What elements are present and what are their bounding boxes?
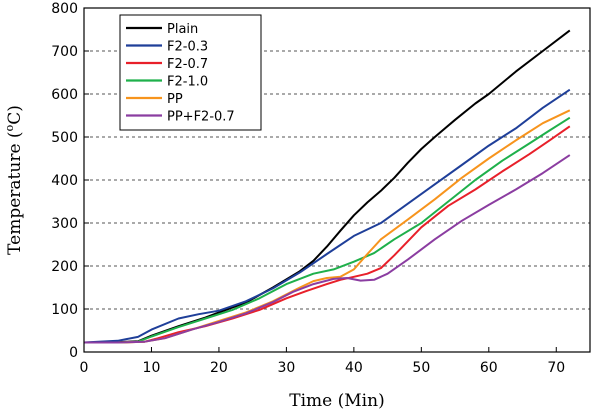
series-line-1	[83, 88, 571, 344]
series-line-4	[84, 109, 571, 344]
y-axis-title-degree: o	[3, 124, 16, 131]
legend-label-5: PP+F2-0.7	[167, 110, 235, 125]
legend-label-4: PP	[167, 92, 183, 107]
x-tick-label-20: 20	[210, 360, 228, 376]
series-line-5	[84, 154, 571, 344]
x-tick-label-0: 0	[80, 360, 89, 376]
legend-label-3: F2-1.0	[167, 75, 208, 90]
legend-label-1: F2-0.3	[167, 40, 208, 55]
y-axis-title-unit: C)	[5, 105, 25, 125]
y-tick-label-0: 0	[69, 345, 78, 361]
y-tick-label-200: 200	[51, 259, 78, 275]
y-tick-label-700: 700	[51, 44, 78, 60]
y-tick-label-800: 800	[51, 1, 78, 17]
y-tick-label-500: 500	[51, 130, 78, 146]
series-line-3	[84, 116, 571, 344]
y-axis-title-main: Temperature (	[5, 131, 25, 254]
x-tick-label-60: 60	[480, 360, 498, 376]
legend: Plain F2-0.3 F2-0.7 F2-1.0 PP PP+F2-0.7	[119, 14, 262, 131]
axis-ticks: 0 100 200 300 400 500 600 700 800 0 10 20 30 40 50 60 70	[51, 1, 565, 376]
x-tick-label-10: 10	[143, 360, 161, 376]
series-lines	[83, 29, 571, 344]
legend-box	[119, 14, 262, 131]
x-tick-label-50: 50	[412, 360, 430, 376]
series-line-2	[84, 125, 571, 344]
x-tick-label-70: 70	[547, 360, 565, 376]
x-axis-title: Time (Min)	[289, 391, 384, 411]
y-tick-label-600: 600	[51, 87, 78, 103]
x-tick-label-40: 40	[345, 360, 363, 376]
y-axis-title: Temperature (oC)	[3, 105, 25, 255]
x-tick-label-30: 30	[277, 360, 295, 376]
legend-label-2: F2-0.7	[167, 57, 208, 72]
y-tick-label-300: 300	[51, 216, 78, 232]
y-tick-label-100: 100	[51, 302, 78, 318]
legend-label-0: Plain	[167, 22, 198, 37]
y-tick-label-400: 400	[51, 173, 78, 189]
